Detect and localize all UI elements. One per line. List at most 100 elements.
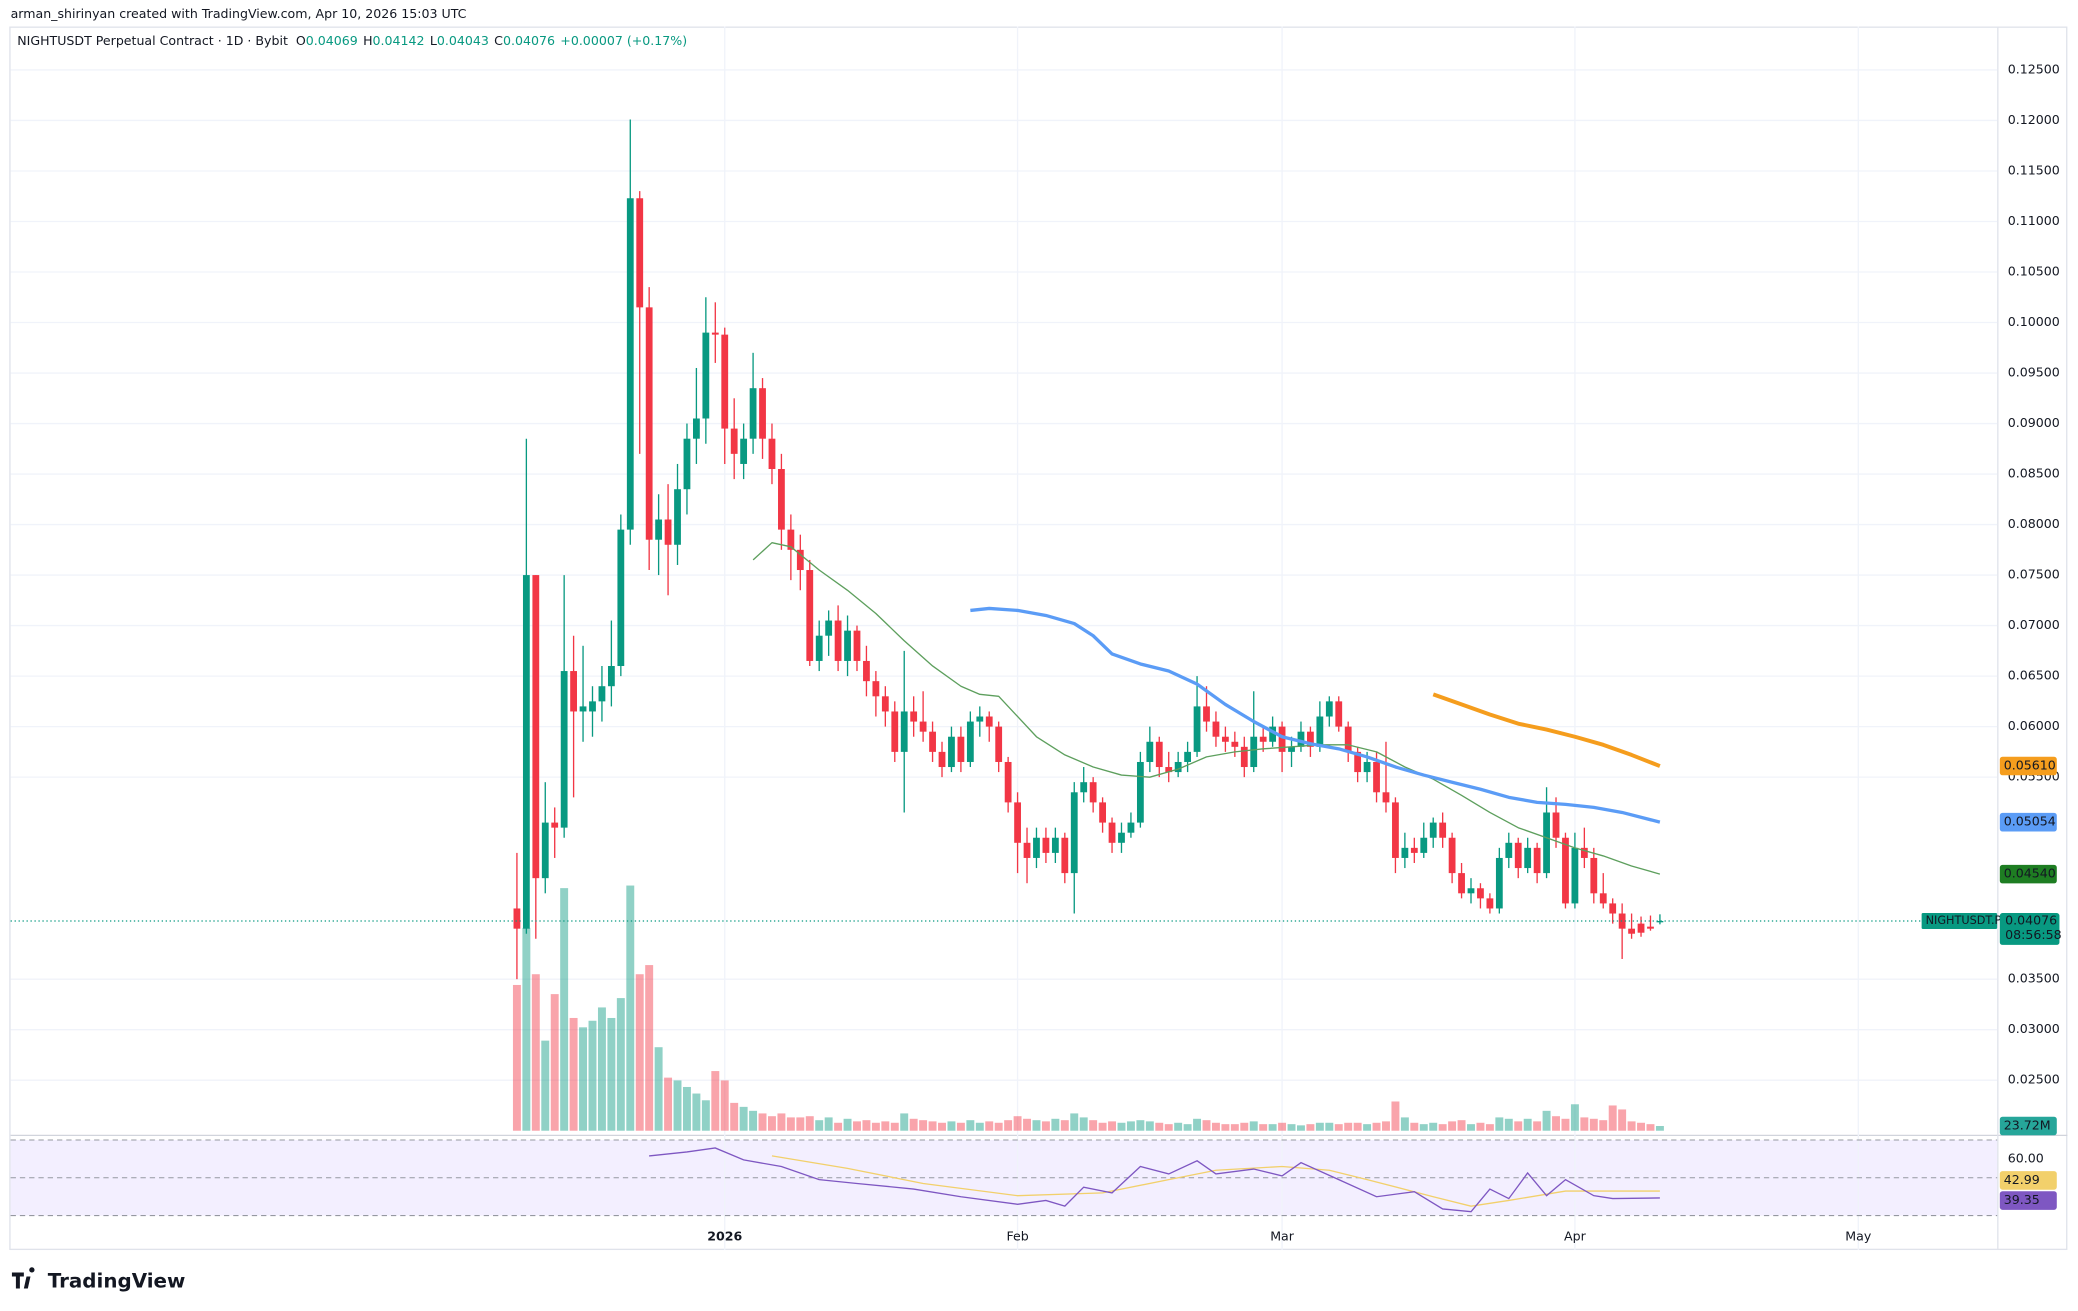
candle-body: [1193, 706, 1201, 752]
volume-badge-bg: [1999, 1116, 2057, 1136]
candle-body: [995, 726, 1003, 762]
volume-bar: [1023, 1118, 1031, 1131]
volume-bar: [1060, 1120, 1069, 1131]
candle-body: [1070, 792, 1078, 874]
volume-bar: [692, 1093, 701, 1131]
volume-bar: [1504, 1118, 1513, 1131]
candle-body: [1448, 837, 1456, 874]
volume-bar: [1448, 1121, 1457, 1131]
volume-bar: [1240, 1122, 1249, 1131]
candle-body: [522, 575, 530, 929]
volume-bar: [645, 965, 654, 1131]
rsi-line: [771, 1155, 1660, 1207]
volume-bar: [777, 1113, 786, 1131]
candle-body: [1533, 847, 1541, 874]
candle-body: [513, 908, 521, 929]
ma-badge: 0.05610: [2004, 758, 2056, 773]
candle-body: [1429, 822, 1437, 838]
rsi-line: [649, 1147, 1660, 1213]
candle-body: [1363, 761, 1371, 773]
ma-badge-bg: [1999, 756, 2057, 776]
volume-bar: [626, 885, 635, 1131]
volume-bar: [1334, 1124, 1343, 1131]
ohlc-value: 0.04076: [503, 33, 555, 48]
volume-bar: [1344, 1122, 1353, 1131]
legend: NIGHTUSDT Perpetual Contract · 1D · Bybi…: [17, 33, 687, 48]
volume-bar: [664, 1077, 673, 1131]
candle-body: [1231, 741, 1239, 747]
y-tick-label: 0.09000: [2008, 415, 2060, 430]
candle-body: [1288, 746, 1295, 752]
volume-bar: [1637, 1122, 1646, 1131]
candle-body: [1373, 761, 1380, 793]
candle-body: [1108, 822, 1116, 843]
rsi-badge: 39.35: [2004, 1192, 2040, 1207]
volume-bar: [1098, 1122, 1107, 1131]
candle-body: [910, 711, 918, 722]
volume-bar: [1476, 1122, 1485, 1131]
candle-body: [881, 696, 889, 712]
x-tick-label: 2026: [707, 1228, 742, 1243]
candle-body: [957, 736, 965, 762]
volume-bar: [909, 1118, 918, 1131]
volume-bar: [1561, 1118, 1570, 1131]
candle-body: [1127, 822, 1135, 833]
volume-bar: [1145, 1121, 1154, 1131]
candle-body: [966, 721, 974, 762]
rsi-badge-bg: [1999, 1191, 2057, 1210]
change-pct: (+0.17%): [627, 33, 687, 48]
volume-bar: [947, 1121, 956, 1131]
candle-body: [1552, 812, 1560, 838]
volume-bar: [531, 974, 540, 1131]
candle-body: [1184, 751, 1192, 762]
volume-bar: [1126, 1121, 1135, 1131]
volume-bar: [1013, 1116, 1022, 1131]
volume-bar: [1315, 1122, 1324, 1131]
volume-bar: [1363, 1124, 1372, 1131]
y-tick-label: 0.03500: [2008, 971, 2060, 986]
candle-body: [1647, 926, 1654, 929]
attribution: arman_shirinyan created with TradingView…: [11, 6, 467, 21]
volume-bar: [1108, 1121, 1117, 1131]
candle-body: [834, 620, 842, 661]
volume-bar: [1051, 1118, 1060, 1131]
volume-bar: [1202, 1120, 1211, 1131]
candle-body: [1420, 837, 1428, 853]
volume-bar: [768, 1116, 776, 1131]
volume-bar: [1570, 1104, 1579, 1131]
volume-bar: [1004, 1120, 1013, 1131]
candle-body: [919, 721, 927, 732]
candle-body: [1580, 847, 1588, 858]
candle-body: [929, 731, 936, 752]
volume-bar: [607, 1017, 616, 1131]
candle-body: [985, 716, 993, 727]
candle-body: [645, 307, 653, 540]
volume-bar: [1136, 1120, 1145, 1131]
volume-bar: [1410, 1122, 1419, 1131]
candle-body: [1562, 837, 1569, 904]
volume-bar: [1599, 1120, 1608, 1131]
moving-average: [752, 542, 1661, 875]
volume-bar: [1391, 1101, 1400, 1131]
volume-bar: [1325, 1122, 1334, 1131]
candle-body: [1599, 893, 1607, 904]
candle-body: [1014, 802, 1021, 843]
candle-body: [664, 519, 672, 545]
candle-body: [1628, 928, 1635, 934]
tradingview-logo: TradingView: [11, 1267, 185, 1292]
volume-bar: [1296, 1125, 1305, 1131]
volume-bar: [682, 1086, 691, 1131]
candle-body: [711, 332, 719, 335]
ohlc-value: 0.04142: [373, 33, 425, 48]
volume-bar: [1618, 1109, 1627, 1131]
candle-body: [589, 701, 596, 712]
volume-bar: [758, 1113, 767, 1131]
volume-bar: [1542, 1110, 1551, 1131]
ma-badge-bg: [1999, 812, 2057, 832]
symbol-title: NIGHTUSDT Perpetual Contract · 1D · Bybi…: [17, 33, 288, 48]
candle-body: [560, 671, 568, 828]
candle-body: [1240, 746, 1248, 768]
candle-body: [768, 438, 776, 470]
y-tick-label: 0.12000: [2008, 112, 2060, 127]
volume-badge: 23.72M: [2004, 1118, 2051, 1133]
